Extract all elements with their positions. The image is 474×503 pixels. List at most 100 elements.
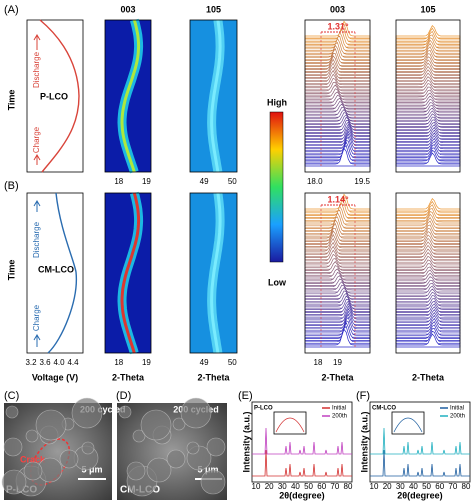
waterfall-curve [395,333,461,348]
waterfall-curve [304,300,371,315]
colorbar-high: High [267,97,287,107]
waterfall-curve [395,34,461,48]
panel-label: (E) [238,390,253,402]
waterfall-curve [304,141,371,161]
colorbar-low: Low [268,277,287,287]
panel-label: (C) [4,390,19,402]
legend-label: Initial [332,406,346,412]
waterfall-curve [304,227,371,244]
waterfall-curve [304,237,371,254]
shift-label: 1.31° [327,21,349,31]
x-tick-label: 80 [462,482,471,491]
waterfall-curve [395,324,461,338]
waterfall-curve [304,313,371,332]
waterfall-curve [304,292,371,306]
waterfall-curve [395,269,461,280]
waterfall-curve [304,295,371,309]
waterfall-curve [304,281,371,293]
heatmap-core [120,19,141,173]
heatmap-core [210,19,222,173]
legend-label: 200th [450,414,465,420]
waterfall-curve [395,295,461,306]
waterfall-curve [304,275,371,286]
waterfall-curve [304,62,371,78]
waterfall-curve [395,276,461,286]
sem-particle [172,417,186,431]
x-axis-label: 2-Theta [197,372,230,382]
colorbar [269,111,284,263]
inset-frame [273,411,307,435]
arrow [33,154,41,165]
xrd-pattern [252,449,352,477]
charge-label: Charge [32,126,41,153]
x-tick-label: 3.2 [25,358,37,367]
sem-particle [1,469,27,495]
waterfall-curve [395,150,461,164]
waterfall-curve [304,241,371,257]
waterfall-curve [395,288,461,299]
waterfall-curve [304,278,371,290]
waterfall-curve [395,152,461,167]
waterfall-curve [395,119,461,130]
waterfall-frame [395,19,461,173]
crack-label: Crack [20,454,46,464]
waterfall-curve [395,303,461,315]
x-axis-label: 2-Theta [321,372,354,382]
heatmap-frame [104,19,152,173]
waterfall-curve [395,328,461,341]
waterfall-curve [304,219,371,238]
waterfall-curve [304,114,371,127]
waterfall-curve [395,330,461,345]
caption: 200 cycled [80,404,126,414]
sem-particle [126,461,146,481]
waterfall-curve [304,100,371,112]
heatmap-frame [104,192,152,354]
waterfall-frame [304,19,371,173]
x-tick-label: 19 [142,177,151,186]
panel-title: 003 [330,4,345,14]
waterfall-curve [304,328,371,348]
waterfall-curve [304,55,371,72]
panel-label: (A) [4,4,19,16]
xrd-pattern [370,427,470,455]
waterfall-curve [395,135,461,149]
discharge-label: Discharge [32,221,41,258]
plot-frame [369,401,471,483]
sem-particle [35,409,67,441]
heatmap-frame [189,192,238,354]
waterfall-curve [304,298,371,312]
waterfall-curve [304,116,371,130]
waterfall-curve [304,120,371,133]
x-tick-label: 20 [265,482,274,491]
waterfall-curve [395,309,461,322]
panel-title: 105 [420,4,435,14]
heatmap-frame [189,19,238,173]
waterfall-curve [395,143,461,158]
waterfall-curve [304,308,371,325]
waterfall-curve [395,300,461,312]
waterfall-curve [395,317,461,332]
waterfall-curve [395,291,461,303]
waterfall-curve [304,222,371,241]
x-tick-label: 10 [252,482,261,491]
x-tick-label: 30 [278,482,287,491]
x-tick-label: 20 [383,482,392,491]
xrd-pattern [252,427,352,455]
x-tick-label: 4.4 [67,358,79,367]
sample-label: CM-LCO [38,264,74,274]
waterfall-curve [395,272,461,283]
sample-label: P-LCO [40,91,68,101]
waterfall-curve [395,92,461,103]
waterfall-curve [304,97,371,109]
waterfall-curve [304,121,371,136]
x-tick-label: 49 [200,177,209,186]
sem-particle [59,449,79,469]
x-tick-label: 19 [142,358,151,367]
waterfall-curve [395,110,461,121]
plot-frame [251,401,353,483]
waterfall-curve [395,25,461,39]
waterfall-curve [304,284,371,296]
x-tick-label: 19 [333,358,342,367]
